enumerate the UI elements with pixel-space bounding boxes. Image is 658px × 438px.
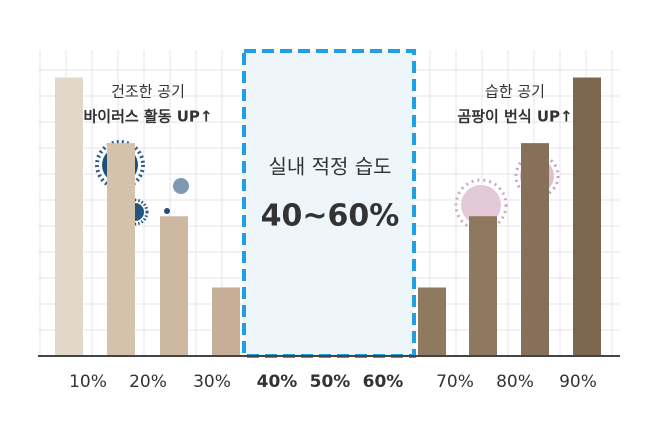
bar	[55, 77, 83, 355]
x-tick-label: 10%	[69, 372, 107, 392]
x-tick-label: 90%	[559, 372, 597, 392]
bar	[160, 216, 188, 355]
x-tick-label: 70%	[436, 372, 474, 392]
x-tick-label: 80%	[496, 372, 534, 392]
x-tick-label: 50%	[310, 372, 351, 392]
bar	[107, 143, 135, 355]
bar	[212, 287, 240, 355]
annotation: 습한 공기	[485, 83, 545, 101]
bar	[573, 77, 601, 355]
annotation: 곰팡이 번식 UP↑	[457, 108, 572, 126]
bar	[469, 216, 497, 355]
center-value: 40~60%	[261, 199, 400, 234]
x-tick-label: 20%	[129, 372, 167, 392]
bar	[521, 143, 549, 355]
center-title: 실내 적정 습도	[268, 155, 391, 179]
optimal-zone	[242, 49, 416, 358]
bar	[418, 287, 446, 355]
x-tick-label: 60%	[363, 372, 404, 392]
x-tick-label: 40%	[257, 372, 298, 392]
annotation: 바이러스 활동 UP↑	[84, 108, 213, 126]
x-tick-label: 30%	[193, 372, 231, 392]
annotation: 건조한 공기	[111, 83, 185, 101]
